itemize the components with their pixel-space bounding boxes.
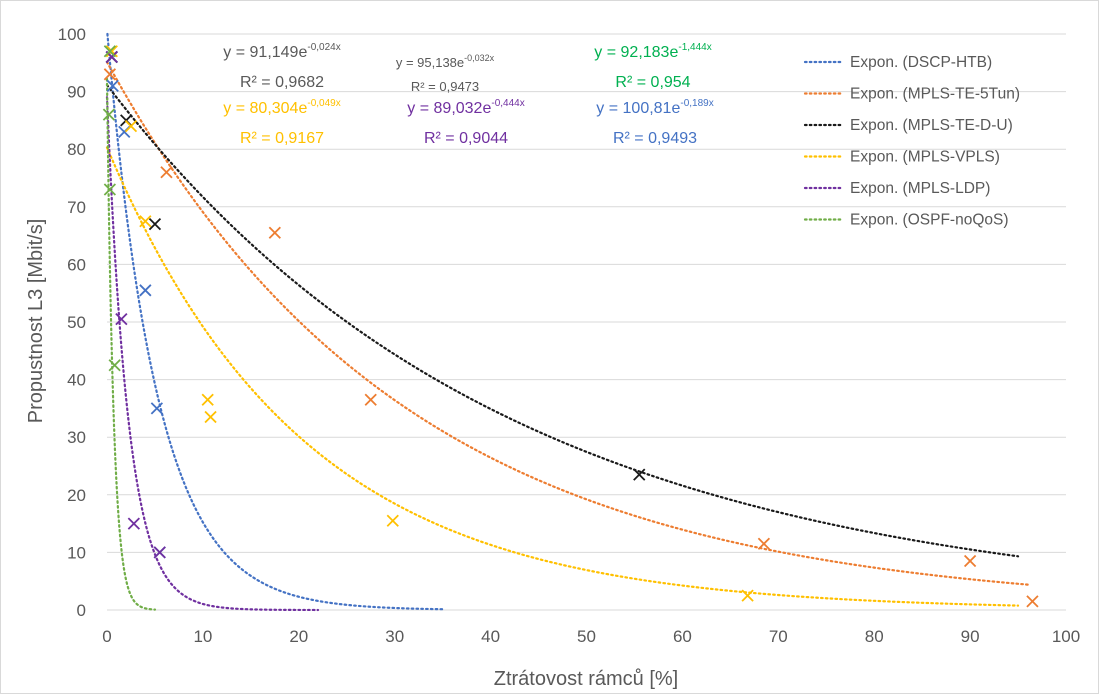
point-te5tun bbox=[757, 537, 771, 550]
x-axis-title: Ztrátovost rámců [%] bbox=[494, 668, 679, 690]
x-tick-label: 50 bbox=[577, 627, 596, 646]
legend-item-ospf: Expon. (OSPF-noQoS) bbox=[803, 212, 1009, 229]
point-vpls bbox=[139, 215, 152, 228]
y-tick-label: 40 bbox=[67, 371, 86, 390]
point-ted-u bbox=[633, 468, 646, 481]
point-ldp bbox=[127, 517, 140, 530]
point-vpls bbox=[105, 45, 118, 58]
x-tick-label: 70 bbox=[769, 627, 788, 646]
y-axis-title: Propustnost L3 [Mbit/s] bbox=[25, 219, 47, 424]
equation-te5tun: y = 95,138e-0,032x bbox=[396, 53, 495, 70]
legend-item-dscp: Expon. (DSCP-HTB) bbox=[803, 54, 992, 71]
point-te5tun bbox=[963, 554, 977, 568]
r-squared-vpls: R² = 0,9167 bbox=[240, 130, 324, 147]
y-tick-label: 100 bbox=[58, 25, 86, 44]
r-squared-ldp: R² = 0,9044 bbox=[424, 130, 508, 147]
x-tick-label: 80 bbox=[865, 627, 884, 646]
point-dscp bbox=[106, 79, 119, 92]
r-squared-te5tun: R² = 0,9473 bbox=[411, 79, 479, 94]
legend-label: Expon. (DSCP-HTB) bbox=[850, 54, 992, 71]
legend-label: Expon. (OSPF-noQoS) bbox=[850, 212, 1009, 229]
x-tick-label: 100 bbox=[1052, 627, 1080, 646]
y-tick-label: 0 bbox=[77, 601, 86, 620]
legend-item-ted-u: Expon. (MPLS-TE-D-U) bbox=[803, 117, 1013, 134]
legend-item-ldp: Expon. (MPLS-LDP) bbox=[803, 180, 990, 197]
point-ospf bbox=[103, 45, 117, 58]
y-tick-label: 50 bbox=[67, 313, 86, 332]
y-tick-label: 60 bbox=[67, 255, 86, 274]
point-te5tun bbox=[160, 166, 173, 179]
point-te5tun bbox=[103, 68, 117, 81]
trendline-te5tun bbox=[105, 60, 1029, 586]
legend: Expon. (DSCP-HTB) Expon. (MPLS-TE-5Tun) Ex… bbox=[803, 54, 1020, 229]
point-vpls bbox=[124, 120, 138, 133]
legend-label: Expon. (MPLS-LDP) bbox=[850, 180, 990, 197]
trendline-ospf bbox=[105, 77, 157, 611]
y-tick-label: 20 bbox=[67, 486, 86, 505]
y-tick-label: 80 bbox=[67, 140, 86, 159]
point-dscp bbox=[139, 284, 152, 297]
y-tick-label: 30 bbox=[67, 428, 86, 447]
point-te5tun bbox=[268, 226, 281, 239]
x-tick-label: 10 bbox=[193, 627, 212, 646]
legend-label: Expon. (MPLS-VPLS) bbox=[850, 149, 1000, 166]
r-squared-ted-u: R² = 0,9682 bbox=[240, 74, 324, 91]
y-tick-label: 10 bbox=[67, 543, 86, 562]
point-te5tun bbox=[364, 393, 377, 406]
legend-label: Expon. (MPLS-TE-5Tun) bbox=[850, 86, 1020, 103]
x-tick-label: 40 bbox=[481, 627, 500, 646]
x-tick-label: 60 bbox=[673, 627, 692, 646]
point-ldp bbox=[115, 312, 128, 326]
legend-item-te5tun: Expon. (MPLS-TE-5Tun) bbox=[803, 86, 1020, 103]
equation-ospf: y = 92,183e-1,444x bbox=[594, 42, 711, 61]
trendlines bbox=[105, 32, 1029, 612]
trendline-dscp bbox=[106, 32, 444, 611]
point-ospf bbox=[103, 183, 117, 196]
point-dscp bbox=[150, 402, 164, 415]
point-vpls bbox=[201, 393, 214, 406]
x-tick-label: 20 bbox=[289, 627, 308, 646]
point-te5tun bbox=[1026, 595, 1039, 608]
r-squared-ospf: R² = 0,954 bbox=[615, 74, 690, 91]
data-points bbox=[102, 45, 1039, 608]
point-ted-u bbox=[148, 217, 162, 231]
x-tick-label: 30 bbox=[385, 627, 404, 646]
point-vpls bbox=[386, 514, 399, 527]
equation-vpls: y = 80,304e-0,049x bbox=[223, 98, 340, 117]
y-tick-labels: 0 10 20 30 40 50 60 70 80 90 100 bbox=[58, 25, 86, 620]
point-ldp bbox=[153, 546, 166, 559]
x-tick-label: 0 bbox=[102, 627, 111, 646]
legend-label: Expon. (MPLS-TE-D-U) bbox=[850, 117, 1013, 134]
point-ospf bbox=[108, 359, 121, 372]
point-ospf bbox=[102, 108, 116, 121]
r-squared-dscp: R² = 0,9493 bbox=[613, 130, 697, 147]
point-vpls bbox=[204, 410, 217, 424]
trendline-ted-u bbox=[105, 83, 1020, 558]
y-tick-label: 70 bbox=[67, 198, 86, 217]
equation-ted-u: y = 91,149e-0,024x bbox=[223, 42, 340, 61]
equation-dscp: y = 100,81e-0,189x bbox=[596, 98, 713, 117]
trendline-ldp bbox=[105, 96, 320, 612]
legend-item-vpls: Expon. (MPLS-VPLS) bbox=[803, 149, 1000, 166]
x-tick-labels: 0 10 20 30 40 50 60 70 80 90 100 bbox=[102, 627, 1080, 646]
point-vpls bbox=[741, 589, 754, 602]
y-tick-label: 90 bbox=[67, 83, 86, 102]
equation-ldp: y = 89,032e-0,444x bbox=[407, 98, 524, 117]
trendline-vpls bbox=[105, 146, 1020, 607]
x-tick-label: 90 bbox=[961, 627, 980, 646]
trendline-equations: y = 100,81e-0,189x R² = 0,9493 y = 95,138e… bbox=[223, 42, 713, 147]
